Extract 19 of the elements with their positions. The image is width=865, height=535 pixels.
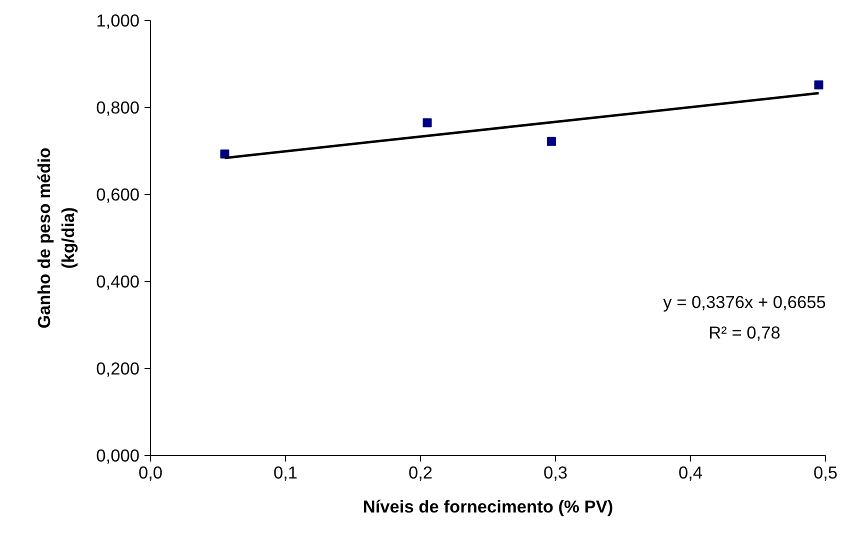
x-tick-label: 0,2 bbox=[408, 462, 433, 482]
x-tick-label: 0,5 bbox=[813, 462, 838, 482]
y-tick-label: 0,600 bbox=[96, 184, 140, 204]
x-tick-label: 0,0 bbox=[138, 462, 163, 482]
y-axis-title: Ganho de peso médio (kg/dia) bbox=[34, 147, 78, 329]
point bbox=[814, 80, 824, 90]
annotation: R² = 0,78 bbox=[708, 322, 780, 342]
y-tick-label: 0,200 bbox=[96, 358, 140, 378]
point bbox=[546, 136, 556, 146]
x-tick-label: 0,3 bbox=[543, 462, 568, 482]
y-tick-label: 0,000 bbox=[96, 446, 140, 466]
y-tick-label: 1,000 bbox=[96, 10, 140, 30]
x-tick-label: 0,1 bbox=[273, 462, 298, 482]
y-tick-label: 0,800 bbox=[96, 98, 140, 118]
annotation: y = 0,3376x + 0,6655 bbox=[663, 292, 826, 312]
y-tick-label: 0,400 bbox=[96, 272, 140, 292]
x-tick-label: 0,4 bbox=[678, 462, 703, 482]
point bbox=[422, 118, 432, 128]
x-axis-title: Níveis de fornecimento (% PV) bbox=[362, 496, 614, 516]
